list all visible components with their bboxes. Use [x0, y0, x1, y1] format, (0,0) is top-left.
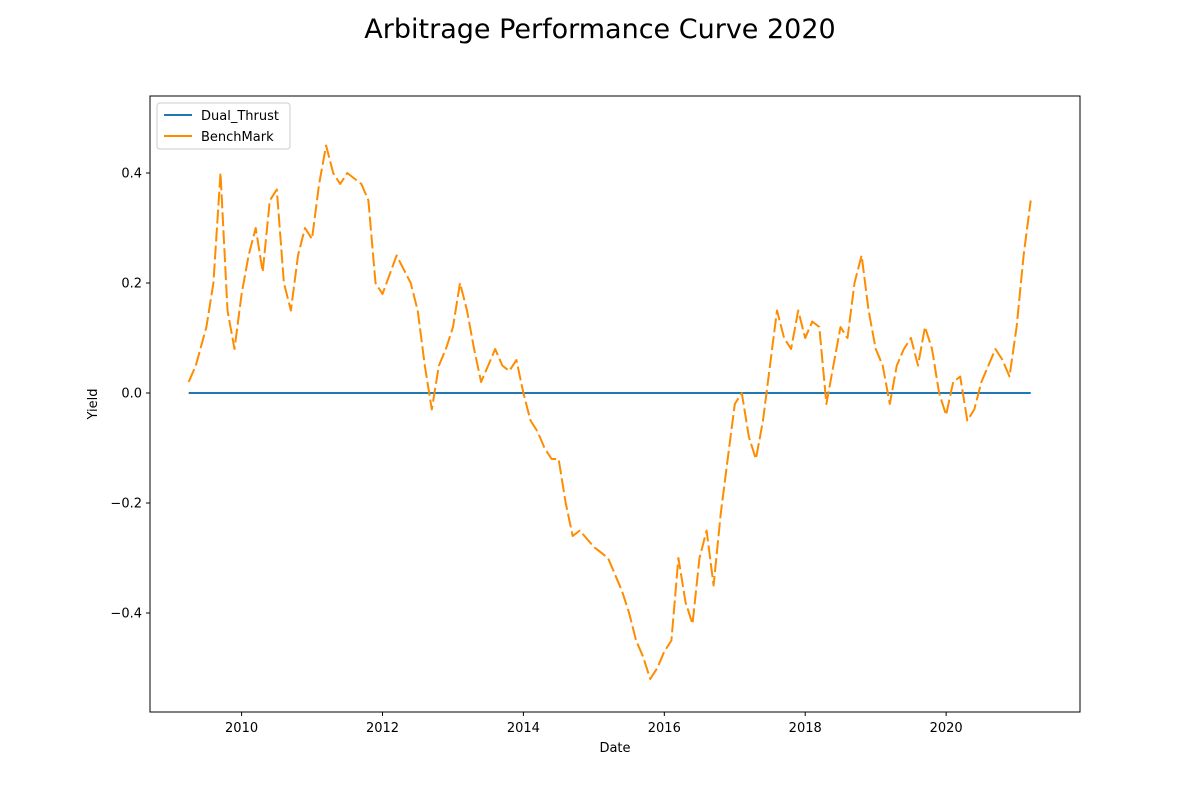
legend: Dual_Thrust BenchMark [156, 102, 291, 150]
y-tick-label: −0.4 [110, 607, 142, 622]
y-tick-label: 0.2 [121, 277, 142, 292]
x-tick-label: 2012 [366, 721, 399, 736]
y-tick-label: 0.4 [121, 167, 142, 182]
y-tick-label: −0.2 [110, 497, 142, 512]
y-axis-label: Yield [86, 389, 101, 421]
x-tick-label: 2016 [648, 721, 681, 736]
x-axis-label: Date [599, 741, 630, 756]
legend-label-benchmark: BenchMark [201, 130, 274, 145]
legend-label-dual-thrust: Dual_Thrust [201, 109, 279, 124]
x-tick-label: 2014 [507, 721, 540, 736]
series-line-benchmark [187, 144, 1032, 680]
plot-area [187, 144, 1032, 680]
y-tick-label: 0.0 [121, 387, 142, 402]
x-tick-label: 2020 [930, 721, 963, 736]
chart-title: Arbitrage Performance Curve 2020 [364, 14, 835, 45]
x-axis: 2010 2012 2014 2016 2018 2020 [225, 712, 963, 736]
x-tick-label: 2010 [225, 721, 258, 736]
axes-frame [149, 95, 1081, 713]
x-tick-label: 2018 [789, 721, 822, 736]
y-axis: −0.4 −0.2 0.0 0.2 0.4 [110, 167, 150, 622]
